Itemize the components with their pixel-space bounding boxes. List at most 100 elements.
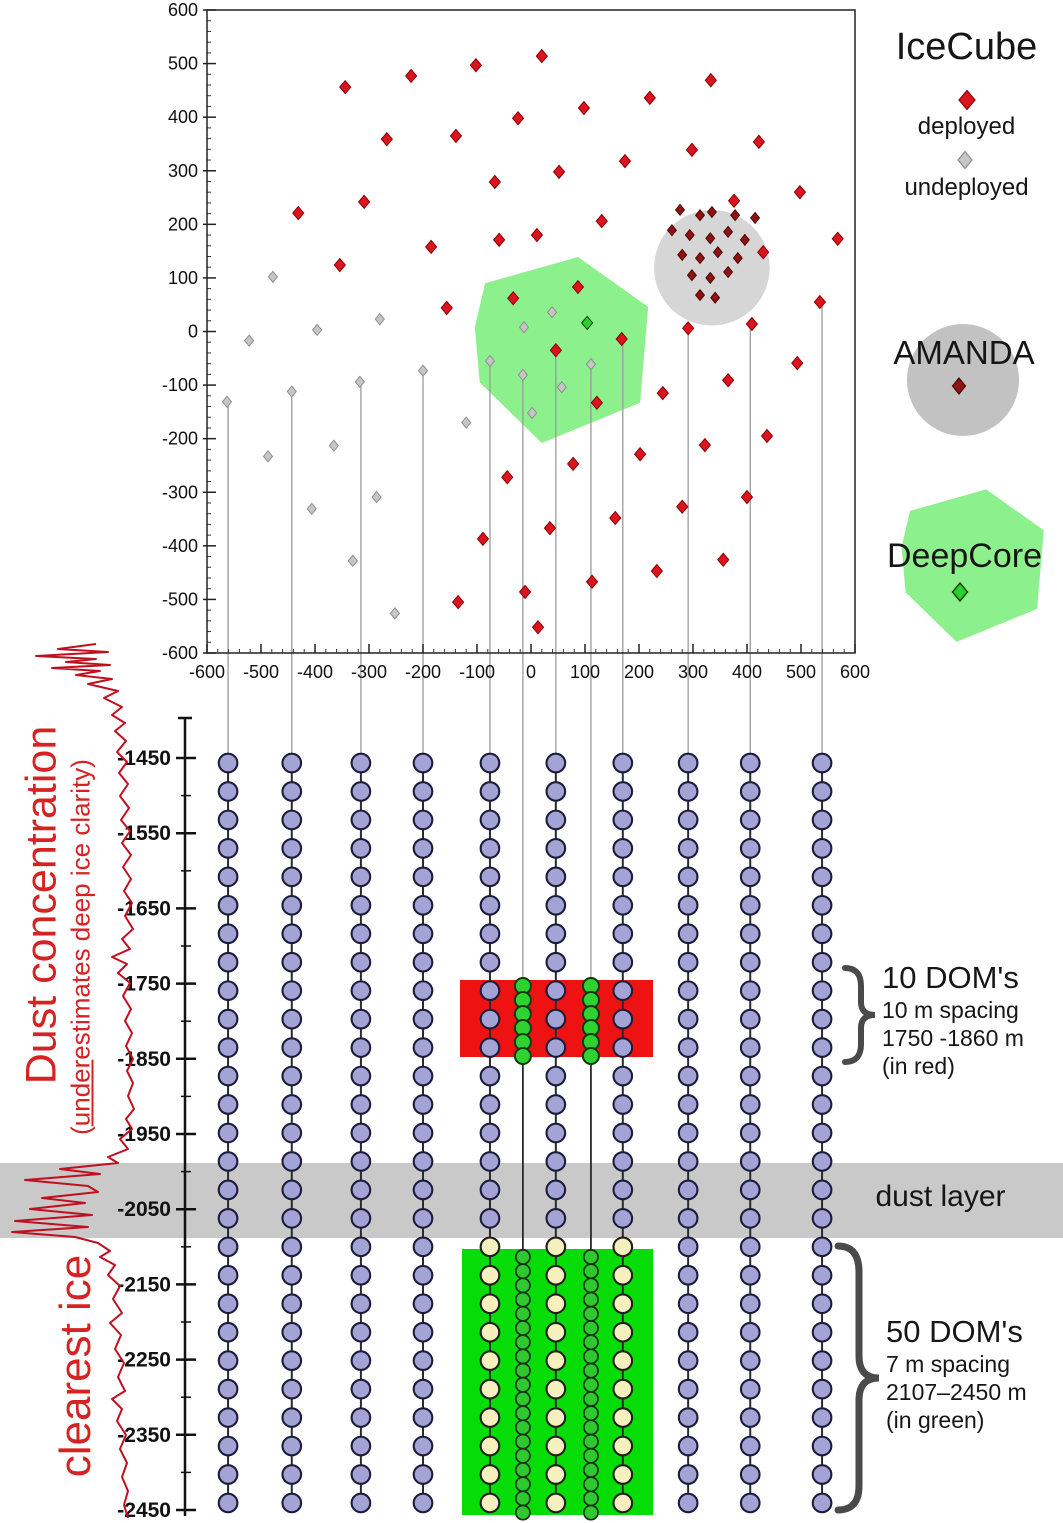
dom10-color-note: (in red) [882,1053,955,1079]
dom-standard [217,1151,239,1172]
dom-standard [739,1407,761,1428]
dom-standard [612,1008,634,1030]
dom-standard [281,1378,303,1400]
infill-dom-green [581,1047,600,1065]
infill-dom-chain [514,1277,531,1294]
dom-standard [217,809,239,831]
infill-dom-chain [582,1490,599,1507]
undeployed-string-marker [243,334,255,347]
amanda-string-marker [684,228,695,242]
deployed-string-marker [543,520,557,536]
amanda-string-marker [694,209,706,222]
depth-tick-label: -2350 [117,1424,171,1447]
dom-standard [281,894,303,916]
amanda-string-marker [723,225,734,239]
dom-standard [217,1236,239,1258]
deployed-string-marker [357,194,371,210]
dom-standard [677,1350,699,1372]
amanda-string-marker [677,248,688,262]
dom-standard [677,1321,699,1343]
dom-standard [545,752,567,774]
dom-standard [811,951,833,973]
dom-standard [350,809,372,831]
deployed-string-marker [752,134,766,150]
y-tick-label: -100 [162,375,198,395]
infill-dom-chain [514,1504,531,1521]
y-tick-label: 400 [168,107,198,127]
dom-standard [412,1293,434,1315]
dom-standard [545,781,567,802]
dom-standard [739,866,761,888]
dom-standard [612,752,634,774]
deployed-string-marker [531,620,545,635]
dom-standard [811,1065,833,1087]
dust-concentration-curve [11,643,135,1519]
dom-standard [412,1492,434,1514]
x-tick-label: -500 [243,662,279,682]
dom-standard [811,1464,833,1485]
y-tick-label: 100 [168,268,198,288]
dom-standard [612,894,634,916]
dom-standard [612,923,634,945]
dom-standard [217,838,239,859]
dom-standard [739,1094,761,1115]
deployed-string-marker [449,128,463,144]
dom-standard [281,1122,303,1144]
deployed-string-marker [535,48,548,64]
dom-standard [677,1407,699,1428]
dom-standard [545,980,567,1002]
dom-standard [479,1094,501,1115]
dom-standard [412,1094,434,1115]
dom-standard [479,1037,501,1058]
dom50-brace [834,1242,880,1514]
deployed-string-marker [577,100,591,116]
dom-standard [739,838,761,859]
dom-standard [739,1037,761,1058]
dom-standard [545,809,567,831]
deployed-string-marker [451,594,465,610]
dom-standard [811,1293,833,1315]
dom-standard [739,752,761,774]
infill-dom-chain [582,1277,599,1294]
dom-standard [412,951,434,973]
dom-standard [677,1065,699,1087]
dom-standard [281,1464,303,1485]
dom-standard [217,1435,239,1457]
deployed-string-marker [757,244,770,260]
dom-standard [350,1208,372,1229]
dom-deepcore-yellow [479,1492,501,1514]
amanda-string-marker [705,271,716,285]
dom-standard [217,923,239,945]
dom10-range: 1750 -1860 m [882,1025,1024,1051]
deployed-string-marker [704,72,717,88]
infill-dom-chain [514,1334,531,1351]
dom-standard [677,1122,699,1144]
dom-standard [545,894,567,916]
dom-deepcore-yellow [612,1378,634,1400]
undeployed-string-marker [484,354,496,368]
dom-standard [612,1151,634,1172]
undeployed-string-marker [267,270,279,284]
undeployed-string-marker [461,416,472,429]
dom-standard [677,809,699,831]
infill-dom-chain [582,1291,599,1308]
deployed-string-marker [643,90,656,106]
dom-standard [677,1008,699,1030]
dom-standard [412,894,434,916]
dom-standard [217,1378,239,1400]
dom-standard [677,1378,699,1400]
dom-standard [811,838,833,859]
dom-standard [281,1492,303,1514]
dom-standard [677,1236,699,1258]
deployed-string-marker [717,552,730,568]
undeployed-string-marker [371,490,382,504]
amanda-string-marker [723,265,734,279]
undeployed-string-marker [556,380,567,394]
dom-standard [739,1435,761,1457]
deployed-string-marker [566,456,580,472]
dust-layer-label: dust layer [875,1180,1006,1213]
amanda-string-marker [694,251,706,265]
deployed-string-marker [609,510,622,526]
depth-tick-label: -1450 [117,747,171,770]
